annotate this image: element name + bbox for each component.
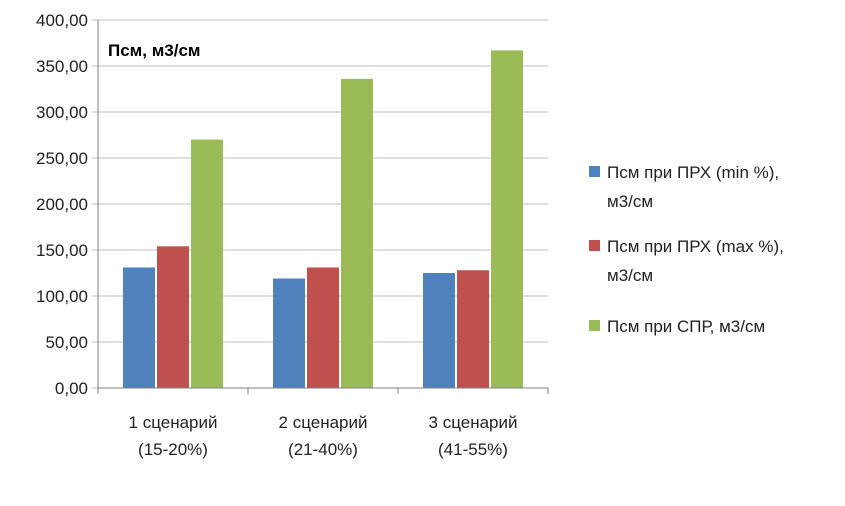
y-tick-label: 250,00	[36, 149, 88, 168]
legend-label: Псм при СПР, м3/см	[607, 317, 765, 336]
legend-label: Псм при ПРХ (max %),	[607, 237, 784, 256]
x-axis: 1 сценарий (15-20%) 2 сценарий (21-40%) 3 сц…	[97, 387, 549, 459]
legend: Псм при ПРХ (min %), м3/см Псм при ПРХ (ma…	[589, 163, 784, 336]
x-tick-label: (15-20%)	[138, 440, 208, 459]
x-tick-label: 1 сценарий	[129, 413, 218, 432]
x-tick-label: 3 сценарий	[429, 413, 518, 432]
bar	[307, 267, 339, 388]
bar	[491, 50, 523, 389]
bar	[423, 273, 455, 388]
x-tick-label: (41-55%)	[438, 440, 508, 459]
y-tick-label: 400,00	[36, 11, 88, 30]
y-axis: 0,00 50,00 100,00 150,00 200,00 250,00 300,00 3…	[36, 11, 99, 398]
bar	[273, 278, 305, 388]
bar	[191, 139, 223, 388]
legend-swatch	[589, 240, 600, 251]
bar	[457, 270, 489, 388]
bar	[341, 78, 373, 388]
bars	[123, 50, 523, 389]
y-tick-label: 150,00	[36, 241, 88, 260]
x-tick-label: (21-40%)	[288, 440, 358, 459]
x-tick-label: 2 сценарий	[279, 413, 368, 432]
legend-swatch	[589, 166, 600, 177]
legend-label: м3/см	[607, 192, 653, 211]
legend-swatch	[589, 320, 600, 331]
y-tick-label: 200,00	[36, 195, 88, 214]
bar	[157, 246, 189, 388]
y-tick-label: 300,00	[36, 103, 88, 122]
y-tick-label: 50,00	[45, 333, 88, 352]
bar	[123, 267, 155, 388]
legend-label: м3/см	[607, 266, 653, 285]
y-tick-label: 350,00	[36, 57, 88, 76]
y-tick-label: 0,00	[55, 379, 88, 398]
legend-label: Псм при ПРХ (min %),	[607, 163, 779, 182]
chart-title: Псм, м3/см	[108, 41, 200, 60]
y-tick-label: 100,00	[36, 287, 88, 306]
